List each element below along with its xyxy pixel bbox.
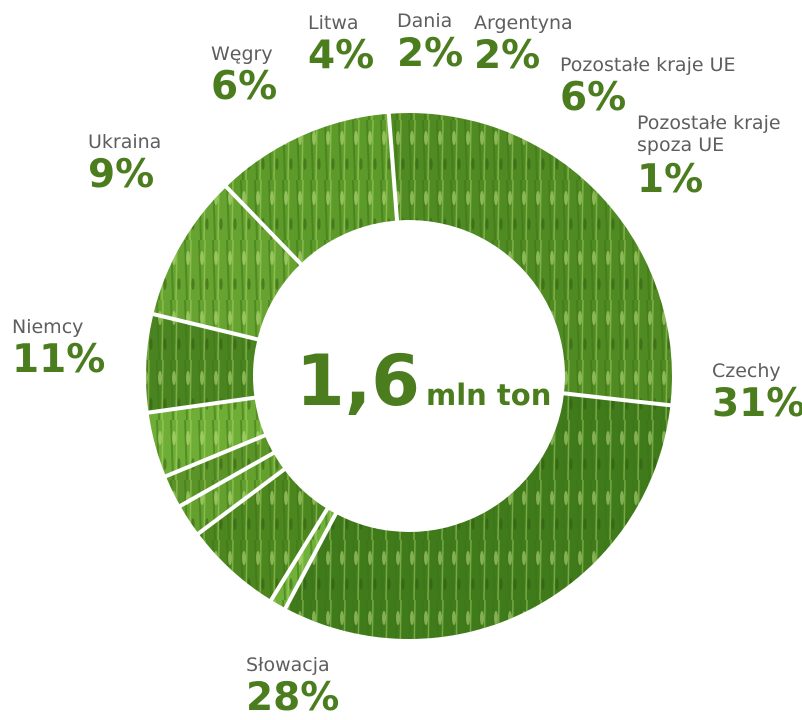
label-pozostale-spoza-ue: Pozostałe kraje spoza UE 1% bbox=[637, 112, 781, 202]
label-percent: 28% bbox=[246, 675, 340, 720]
label-name: Ukraina bbox=[88, 131, 162, 153]
slice-separator bbox=[386, 111, 400, 223]
label-name: Pozostałe kraje spoza UE bbox=[637, 112, 781, 156]
slice-separator bbox=[150, 311, 260, 342]
label-name: Węgry bbox=[211, 43, 273, 65]
slice-separator bbox=[177, 450, 277, 509]
slice-texture bbox=[146, 314, 258, 413]
label-ukraina: Ukraina 9% bbox=[88, 131, 162, 197]
slice-texture bbox=[148, 397, 265, 477]
label-percent: 4% bbox=[308, 33, 375, 78]
slice-separator bbox=[282, 511, 339, 611]
slice-separator bbox=[163, 432, 268, 479]
slice-separator bbox=[561, 391, 673, 408]
slice-separator bbox=[195, 466, 287, 537]
label-percent: 6% bbox=[560, 75, 627, 120]
slice-separator bbox=[268, 506, 331, 603]
label-percent: 31% bbox=[712, 381, 802, 426]
label-percent: 6% bbox=[211, 64, 278, 109]
label-percent: 2% bbox=[474, 33, 541, 78]
center-total: 1,6 mln ton bbox=[296, 340, 551, 422]
label-name: Pozostałe kraje UE bbox=[560, 54, 736, 76]
slice-separator bbox=[223, 183, 304, 267]
label-slowacja: Słowacja 28% bbox=[246, 654, 340, 720]
slice-separator bbox=[146, 395, 257, 415]
slice-texture bbox=[226, 113, 398, 264]
label-name: Czechy bbox=[712, 360, 781, 382]
slice-texture bbox=[165, 435, 274, 506]
label-dania: Dania 2% bbox=[397, 10, 464, 76]
label-percent: 1% bbox=[637, 156, 704, 202]
label-argentyna: Argentyna 2% bbox=[474, 12, 573, 78]
slice-texture bbox=[180, 453, 285, 534]
slice-texture bbox=[388, 112, 672, 406]
label-percent: 2% bbox=[397, 31, 464, 76]
center-unit: mln ton bbox=[426, 378, 552, 412]
label-name: Słowacja bbox=[246, 654, 330, 676]
label-name: Niemcy bbox=[12, 316, 84, 338]
label-czechy: Czechy 31% bbox=[712, 360, 802, 426]
label-name: Argentyna bbox=[474, 12, 573, 34]
label-percent: 9% bbox=[88, 152, 155, 197]
label-name: Dania bbox=[397, 10, 453, 32]
slice-texture bbox=[153, 186, 301, 340]
slice-texture bbox=[198, 469, 328, 601]
slice-texture bbox=[271, 508, 336, 609]
center-value: 1,6 bbox=[296, 340, 421, 422]
slice-texture bbox=[285, 393, 671, 639]
label-pozostale-ue: Pozostałe kraje UE 6% bbox=[560, 54, 736, 120]
label-wegry: Węgry 6% bbox=[211, 43, 278, 109]
label-name: Litwa bbox=[308, 12, 359, 34]
separators-group bbox=[146, 111, 673, 611]
label-niemcy: Niemcy 11% bbox=[12, 316, 106, 382]
label-litwa: Litwa 4% bbox=[308, 12, 375, 78]
label-percent: 11% bbox=[12, 337, 106, 382]
slices-group bbox=[146, 112, 672, 639]
